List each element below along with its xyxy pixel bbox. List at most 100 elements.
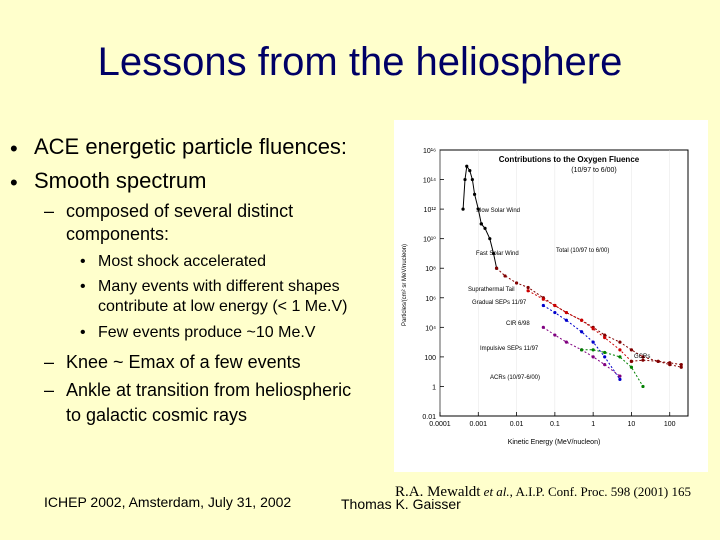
data-point xyxy=(503,274,507,278)
chart-title: Contributions to the Oxygen Fluence xyxy=(499,155,640,164)
annotation-label: Total (10/97 to 6/00) xyxy=(556,248,609,254)
y-tick-label: 10¹⁴ xyxy=(423,178,436,185)
sub-marker: – xyxy=(44,352,55,372)
annotations: Slow Solar Wind Fast Solar Wind Total (10/… xyxy=(468,208,650,381)
data-point xyxy=(564,310,568,315)
annotation-label: Suprathermal Tail xyxy=(468,287,515,293)
slide-title: Lessons from the heliosphere xyxy=(97,40,623,84)
data-point xyxy=(618,348,622,352)
subsub-marker: • xyxy=(80,253,86,270)
data-point xyxy=(564,318,568,322)
data-point xyxy=(483,226,487,230)
subsub-marker: • xyxy=(80,324,86,341)
y-axis-label: Particles/(cm² sr MeV/nucleon) xyxy=(402,244,408,326)
series-line xyxy=(462,164,482,224)
subsub-many-events: Many events with different shapes xyxy=(98,278,340,295)
data-point xyxy=(553,310,557,315)
data-point xyxy=(541,303,545,308)
data-point xyxy=(470,177,474,182)
x-tick-label: 0.1 xyxy=(550,421,560,428)
data-point xyxy=(603,363,607,367)
footer-author: Thomas K. Gaisser xyxy=(341,496,461,512)
x-tick-label: 100 xyxy=(664,421,676,428)
sub-marker: – xyxy=(44,201,55,221)
data-point xyxy=(629,348,634,352)
data-point xyxy=(553,333,557,337)
data-point xyxy=(461,207,465,211)
data-point xyxy=(641,384,645,389)
data-point xyxy=(668,361,672,365)
data-point xyxy=(580,330,584,334)
y-tick-label: 10⁴ xyxy=(425,325,436,332)
citation: R.A. Mewaldt et al., A.I.P. Conf. Proc. … xyxy=(395,484,691,501)
x-axis-label: Kinetic Energy (MeV/nucleon) xyxy=(508,439,601,446)
data-point xyxy=(553,303,557,308)
sub-marker: – xyxy=(44,380,55,400)
sub-bullet-knee: Knee ~ Emax of a few events xyxy=(66,352,301,372)
chart-svg: 10¹⁶ 10¹⁴ 10¹² 10¹⁰ 10⁸ 10⁶ 10⁴ 100 1 0.01 0.0001… xyxy=(402,148,689,446)
data-point xyxy=(603,355,607,359)
x-tick-label: 1 xyxy=(591,421,595,428)
series-group xyxy=(461,164,683,389)
series-7 xyxy=(629,358,683,367)
data-point xyxy=(564,340,568,344)
subsub-many-events-cont: contribute at low energy (< 1 Me.V) xyxy=(98,298,348,315)
x-tick-label: 0.001 xyxy=(470,421,488,428)
y-tick-label: 10¹⁶ xyxy=(423,148,436,155)
subsub-shock-accelerated: Most shock accelerated xyxy=(98,253,267,270)
bullet-marker: • xyxy=(10,136,18,161)
chart-subtitle: (10/97 to 6/00) xyxy=(571,167,617,174)
sub-bullet-ankle: Ankle at transition from heliospheric xyxy=(66,380,352,400)
y-tick-label: 10⁸ xyxy=(425,266,436,273)
data-point xyxy=(541,325,545,329)
y-tick-label: 0.01 xyxy=(422,414,436,421)
series-4 xyxy=(541,303,622,381)
x-tick-label: 10 xyxy=(628,421,636,428)
data-point xyxy=(514,281,519,285)
sub-bullet-ankle-cont: to galactic cosmic rays xyxy=(66,405,248,425)
annotation-label: Impulsive SEPs 11/97 xyxy=(480,346,539,352)
data-point xyxy=(629,359,634,363)
annotation-label: Gradual SEPs 11/97 xyxy=(472,300,527,306)
data-point xyxy=(591,340,595,344)
y-tick-label: 10¹² xyxy=(424,207,437,214)
data-point xyxy=(591,355,595,359)
series-0 xyxy=(461,164,483,226)
series-line xyxy=(581,349,644,387)
data-point xyxy=(603,333,607,337)
data-point xyxy=(618,374,622,378)
y-tick-label: 1 xyxy=(432,384,436,391)
data-point xyxy=(494,266,499,270)
data-point xyxy=(476,207,480,211)
data-point xyxy=(618,340,622,344)
bullet-ace-fluences: ACE energetic particle fluences: xyxy=(34,134,348,159)
oxygen-fluence-chart: 10¹⁶ 10¹⁴ 10¹² 10¹⁰ 10⁸ 10⁶ 10⁴ 100 1 0.01 0.0001… xyxy=(394,120,708,472)
annotation-label: CIR 6/98 xyxy=(506,321,530,327)
data-point xyxy=(629,365,634,369)
data-point xyxy=(641,358,645,362)
x-tick-label: 0.0001 xyxy=(429,421,451,428)
data-point xyxy=(679,365,683,369)
y-tick-label: 10¹⁰ xyxy=(423,236,436,244)
data-point xyxy=(641,355,645,359)
data-point xyxy=(472,192,477,196)
annotation-label: ACRs (10/97-6/00) xyxy=(490,375,540,381)
y-axis-ticks: 10¹⁶ 10¹⁴ 10¹² 10¹⁰ 10⁸ 10⁶ 10⁴ 100 1 0.01 xyxy=(422,148,444,421)
data-point xyxy=(679,363,683,367)
y-tick-label: 100 xyxy=(424,355,436,362)
footer-conference: ICHEP 2002, Amsterdam, July 31, 2002 xyxy=(44,494,292,510)
x-axis-ticks: 0.0001 0.001 0.01 0.1 1 10 100 xyxy=(429,412,676,428)
y-tick-label: 10⁶ xyxy=(425,296,436,303)
plot-frame xyxy=(439,149,689,417)
data-point xyxy=(618,355,622,359)
data-point xyxy=(488,237,492,241)
citation-rest: , A.I.P. Conf. Proc. 598 (2001) 165 xyxy=(509,484,691,499)
subsub-marker: • xyxy=(80,278,86,295)
data-point xyxy=(603,350,607,355)
data-point xyxy=(618,377,622,381)
series-6 xyxy=(580,348,645,389)
annotation-label: Slow Solar Wind xyxy=(476,208,520,214)
data-point xyxy=(580,318,584,322)
data-point xyxy=(468,169,472,173)
subsub-few-events: Few events produce ~10 Me.V xyxy=(98,324,316,341)
